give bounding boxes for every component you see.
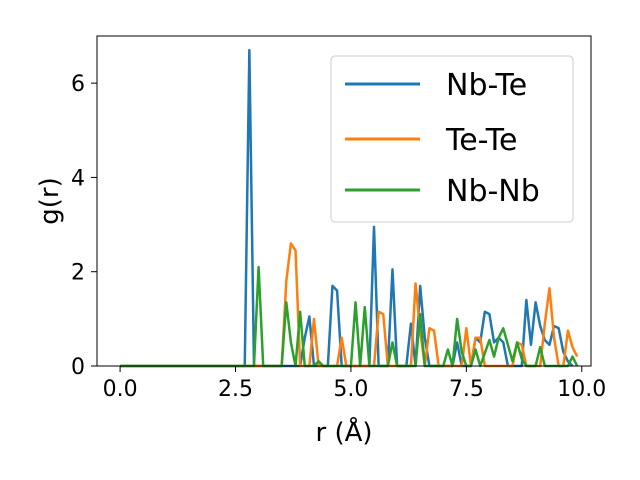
x-tick-label: 7.5 bbox=[449, 377, 484, 402]
x-axis-label: r (Å) bbox=[315, 416, 372, 448]
legend-label-te-te: Te-Te bbox=[445, 123, 517, 158]
y-tick-label: 2 bbox=[71, 261, 85, 286]
legend-entries: Nb-Te Te-Te Nb-Nb bbox=[345, 68, 540, 209]
plot-frame bbox=[96, 35, 592, 367]
x-tick-label: 2.5 bbox=[218, 377, 253, 402]
y-tick-label: 6 bbox=[71, 72, 85, 97]
legend: Nb-Te Te-Te Nb-Nb bbox=[330, 55, 574, 223]
x-tick-label: 5.0 bbox=[333, 377, 368, 402]
legend-box bbox=[330, 55, 574, 223]
legend-label-nb-te: Nb-Te bbox=[446, 68, 527, 103]
y-tick-label: 0 bbox=[71, 355, 85, 380]
series-line-te-te bbox=[120, 242, 579, 368]
x-tick-label: 10.0 bbox=[557, 377, 606, 402]
y-axis-ticks: 0 2 4 6 bbox=[71, 72, 97, 380]
x-tick-label: 0.0 bbox=[103, 377, 138, 402]
y-tick-label: 4 bbox=[71, 166, 85, 191]
legend-label-nb-nb: Nb-Nb bbox=[446, 174, 540, 209]
y-axis-label: g(r) bbox=[35, 177, 65, 224]
x-axis-ticks: 0.0 2.5 5.0 7.5 10.0 bbox=[103, 366, 606, 402]
